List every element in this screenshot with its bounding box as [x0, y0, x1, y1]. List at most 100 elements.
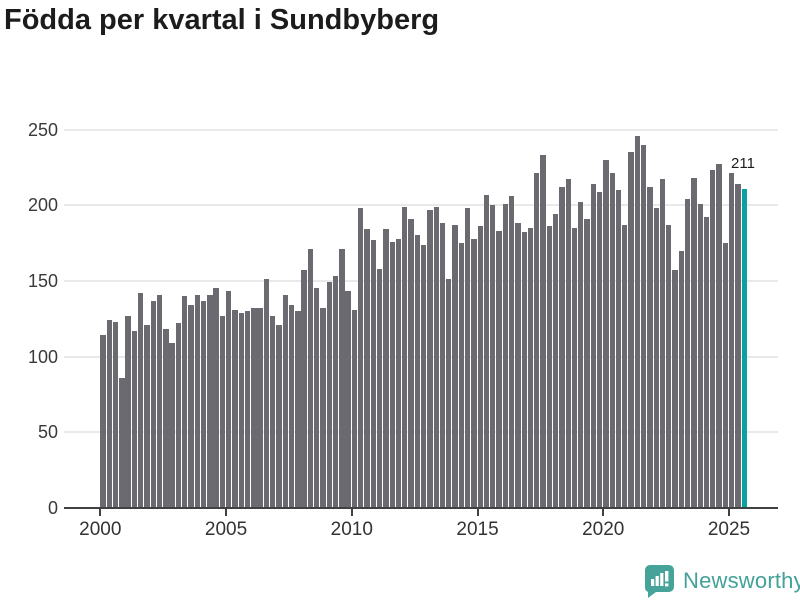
- bar: [534, 173, 540, 508]
- y-tick-label: 200: [27, 195, 58, 216]
- bar: [464, 208, 471, 508]
- bar: [477, 226, 483, 508]
- x-tick-label: 2020: [582, 519, 625, 540]
- bar: [490, 205, 496, 508]
- bar: [169, 342, 175, 508]
- bar: [364, 229, 370, 508]
- bar: [376, 268, 383, 508]
- bar: [182, 296, 188, 508]
- bar: [471, 238, 477, 508]
- brand-name: Newsworthy: [683, 568, 800, 593]
- bar: [131, 330, 138, 508]
- bar: [502, 203, 508, 508]
- bar: [414, 235, 420, 508]
- x-axis-tick: [350, 509, 353, 516]
- bar: [119, 377, 125, 508]
- bar: [383, 229, 389, 508]
- x-tick-label: 2005: [204, 519, 248, 540]
- bar: [521, 232, 527, 508]
- bar: [452, 224, 458, 508]
- bar: [301, 270, 307, 508]
- y-tick-label: 150: [27, 270, 58, 291]
- bar: [697, 203, 703, 508]
- bar: [295, 311, 301, 508]
- bar: [590, 184, 597, 508]
- bar: [219, 315, 226, 508]
- x-axis-tick: [602, 509, 605, 516]
- bar: [735, 184, 741, 508]
- bar: [640, 144, 647, 508]
- bar: [647, 187, 653, 508]
- bar: [540, 155, 546, 508]
- bar: [213, 288, 219, 508]
- gridline: [64, 128, 778, 131]
- bar: [332, 276, 339, 508]
- bar: [596, 191, 603, 508]
- bar: [257, 308, 263, 508]
- bar: [395, 238, 402, 508]
- chart-title: Födda per kvartal i Sundbyberg: [4, 4, 440, 36]
- bar: [565, 179, 571, 508]
- bar: [188, 305, 194, 508]
- bar: [446, 279, 452, 508]
- bar: [420, 244, 427, 508]
- y-tick-label: 100: [27, 346, 58, 367]
- bar: [307, 249, 314, 508]
- bar: [358, 208, 364, 508]
- bar: [571, 227, 578, 508]
- bar: [194, 294, 200, 508]
- bar: [288, 305, 295, 508]
- brand-footer: Newsworthy: [644, 564, 800, 598]
- bar: [684, 199, 691, 508]
- bar: [345, 291, 351, 508]
- bar: [238, 312, 244, 508]
- bar: [515, 223, 521, 508]
- bar: [678, 250, 685, 508]
- x-tick-label: 2025: [707, 519, 751, 540]
- highlighted-bar: [741, 188, 747, 508]
- bar: [100, 335, 106, 508]
- bar: [207, 294, 213, 508]
- bar: [263, 279, 270, 508]
- bar: [483, 194, 490, 508]
- bar: [729, 173, 735, 508]
- bar: [320, 308, 326, 508]
- bar: [270, 315, 276, 508]
- bar: [666, 224, 672, 508]
- bar: [226, 291, 232, 508]
- bar: [609, 173, 615, 508]
- x-axis-line: [64, 507, 778, 509]
- last-bar-value-label: 211: [731, 155, 755, 172]
- bar: [703, 217, 710, 508]
- bar: [578, 202, 584, 508]
- bar: [722, 243, 729, 508]
- bar: [200, 300, 207, 508]
- bar: [710, 170, 716, 508]
- bar: [458, 243, 464, 508]
- bar: [282, 294, 288, 508]
- x-tick-label: 2000: [79, 519, 122, 540]
- bar: [326, 282, 332, 508]
- bar: [433, 206, 439, 508]
- x-axis-tick: [728, 509, 730, 516]
- x-axis-tick: [225, 509, 228, 516]
- bar: [653, 208, 659, 508]
- bar: [163, 329, 169, 508]
- x-tick-label: 2010: [330, 519, 373, 540]
- y-tick-label: 50: [37, 422, 58, 443]
- bar: [351, 309, 358, 508]
- y-tick-label: 0: [47, 498, 58, 518]
- bar: [402, 206, 408, 508]
- bar: [634, 135, 641, 508]
- bar: [691, 177, 697, 508]
- x-axis-tick: [476, 509, 479, 516]
- bar: [716, 164, 722, 508]
- bar: [622, 224, 628, 508]
- bar: [244, 311, 251, 508]
- bar: [156, 294, 163, 508]
- bar: [546, 226, 553, 508]
- bar: [659, 179, 666, 508]
- y-tick-label: 250: [27, 119, 58, 140]
